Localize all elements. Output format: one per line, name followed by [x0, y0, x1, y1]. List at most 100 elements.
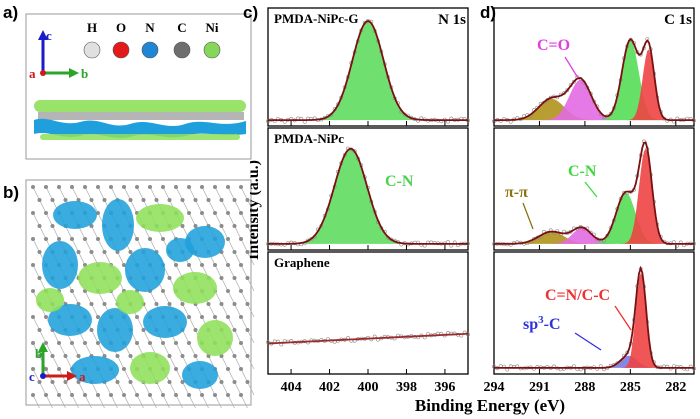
lattice-bond: [71, 342, 79, 357]
lattice-bond: [234, 355, 242, 370]
lattice-bond: [240, 316, 248, 331]
lattice-bond: [169, 381, 177, 396]
lattice-atom: [200, 211, 204, 215]
lattice-atom: [115, 380, 120, 384]
lattice-atom: [174, 185, 178, 189]
lattice-bond: [221, 381, 229, 396]
lattice-atom: [239, 211, 243, 215]
lattice-atom: [70, 289, 74, 293]
lattice-atom: [57, 185, 61, 189]
lattice-atom: [122, 263, 126, 267]
lattice-bond: [201, 394, 209, 409]
lattice-bond: [169, 355, 177, 370]
lattice-atom: [226, 289, 230, 293]
lattice-bond: [45, 394, 53, 409]
lattice-atom: [96, 315, 100, 319]
lattice-bond: [221, 303, 229, 318]
c1s-title: C 1s: [664, 12, 692, 28]
lattice-atom: [96, 185, 100, 189]
lattice-atom: [44, 315, 48, 319]
lattice-bond: [214, 394, 222, 409]
lattice-atom: [135, 393, 139, 397]
lattice-bond: [201, 212, 209, 227]
lattice-atom: [180, 224, 185, 228]
lattice-atom: [180, 354, 185, 358]
lattice-atom: [245, 328, 250, 332]
lattice-atom: [31, 185, 35, 189]
lattice-atom: [167, 380, 172, 384]
axis-c-text-top: c: [29, 369, 35, 384]
legend-label-ni: Ni: [206, 20, 219, 35]
lattice-atom: [102, 198, 107, 202]
lattice-atom: [161, 341, 165, 345]
lattice-bond: [32, 264, 40, 279]
legend-sphere-ni: [203, 41, 221, 59]
lattice-bond: [130, 199, 138, 214]
lattice-bond: [247, 199, 255, 214]
lattice-bond: [214, 264, 222, 279]
peak-component-c-n-c-c: [494, 49, 694, 121]
lattice-atom: [213, 263, 217, 267]
lattice-bond: [188, 316, 196, 331]
x-tick-label: 294: [484, 380, 505, 395]
spin-density-green-top: [34, 100, 246, 112]
lattice-atom: [76, 380, 81, 384]
lattice-atom: [141, 198, 146, 202]
lattice-atom: [245, 224, 250, 228]
axis-c-text: c: [46, 28, 52, 43]
lattice-bond: [240, 238, 248, 253]
lattice-bond: [227, 238, 235, 253]
fit-envelope: [267, 332, 469, 345]
lattice-bond: [104, 251, 112, 266]
panel-b-structure: b a c: [25, 179, 255, 409]
lattice-bond: [52, 381, 60, 396]
spin-density-blob: [136, 204, 184, 232]
lattice-atom: [135, 237, 139, 241]
lattice-bond: [110, 186, 118, 201]
x-tick-label: 285: [620, 380, 641, 395]
lattice-bond: [123, 394, 131, 409]
lattice-atom: [135, 185, 139, 189]
c-axis-arrowhead: [38, 30, 48, 40]
spin-density-blob: [71, 356, 119, 384]
lattice-bond: [214, 290, 222, 305]
lattice-bond: [208, 303, 216, 318]
lattice-atom: [70, 237, 74, 241]
lattice-bond: [39, 381, 47, 396]
lattice-atom: [245, 302, 250, 306]
lattice-atom: [135, 315, 139, 319]
lattice-atom: [245, 354, 250, 358]
lattice-atom: [89, 198, 94, 202]
lattice-bond: [136, 394, 144, 409]
lattice-bond: [162, 394, 170, 409]
c-n-annotation: C-N: [385, 173, 414, 190]
lattice-atom: [239, 315, 243, 319]
subplot-frame: [493, 251, 695, 375]
lattice-atom: [37, 354, 42, 358]
lattice-bond: [71, 394, 79, 409]
lattice-bond: [240, 394, 248, 409]
lattice-atom: [226, 185, 230, 189]
sp3-base: sp: [523, 316, 538, 333]
lattice-atom: [200, 393, 204, 397]
lattice-bond: [45, 212, 53, 227]
peak-component-c-n-c-c: [494, 272, 694, 368]
lattice-bond: [136, 316, 144, 331]
legend-sphere-o: [112, 41, 130, 59]
lattice-bond: [136, 186, 144, 201]
lattice-atom: [161, 289, 165, 293]
lattice-bond: [91, 225, 99, 240]
lattice-atom: [128, 198, 133, 202]
x-tick-label: 402: [319, 380, 340, 395]
lattice-atom: [226, 367, 230, 371]
lattice-atom: [148, 393, 152, 397]
c-n-c-c-annotation: C=N/C-C: [545, 287, 610, 304]
lattice-atom: [161, 185, 165, 189]
lattice-bond: [84, 290, 92, 305]
lattice-bond: [240, 290, 248, 305]
lattice-atom: [226, 315, 230, 319]
lattice-atom: [180, 302, 185, 306]
lattice-bond: [84, 186, 92, 201]
lattice-atom: [193, 328, 198, 332]
lattice-bond: [117, 381, 125, 396]
